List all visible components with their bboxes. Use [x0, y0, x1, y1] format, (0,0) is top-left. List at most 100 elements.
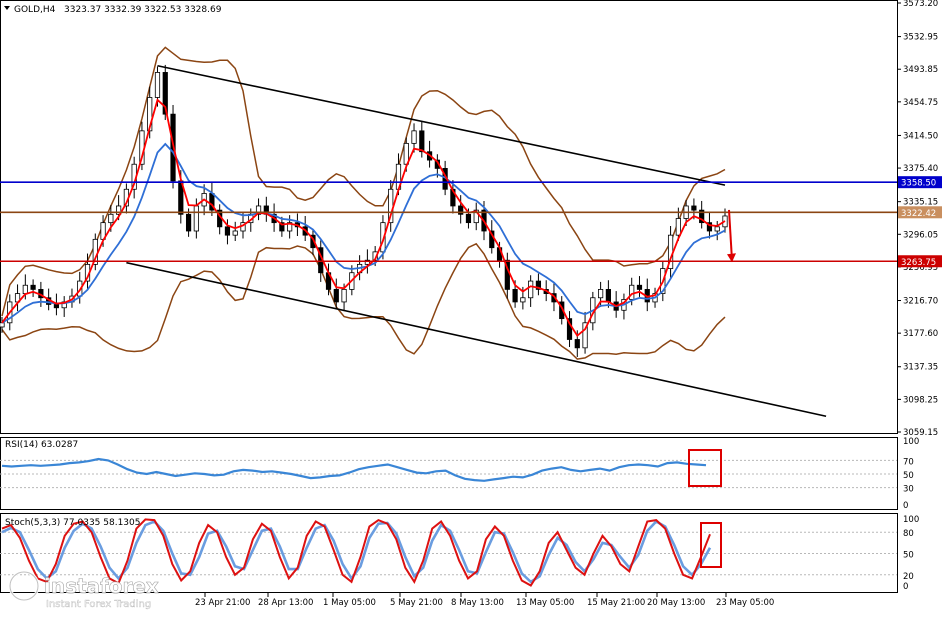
- rsi-axis-label: 30: [903, 485, 914, 495]
- candle-body: [333, 289, 339, 303]
- candle-body: [598, 289, 604, 299]
- rsi-axis-label: 0: [903, 501, 908, 511]
- moving-average-slow: [1, 142, 726, 324]
- candle-body: [287, 222, 293, 232]
- time-axis-label: 1 May 05:00: [323, 598, 376, 608]
- candle-body: [22, 284, 28, 294]
- stochastic-chart: 100 80 50 200: [0, 515, 919, 592]
- price-axis-label: 3296.05: [903, 230, 938, 240]
- candle-body: [0, 322, 5, 328]
- candle-body: [512, 289, 518, 303]
- rsi-highlight-box: [688, 449, 722, 487]
- rsi-title: RSI(14) 63.0287: [5, 440, 78, 450]
- price-axis-label: 3414.50: [903, 131, 938, 141]
- candle-body: [574, 339, 580, 349]
- rsi-axis-label: 70: [903, 457, 914, 467]
- price-axis-label: 3256.95: [903, 263, 938, 273]
- support-level-tag: [898, 255, 942, 268]
- price-axis-label: 3216.70: [903, 297, 938, 307]
- main-panel-frame: [0, 0, 898, 434]
- instaforex-watermark: instaforex Instant Forex Trading: [8, 570, 159, 610]
- candle-body: [535, 280, 542, 290]
- current-level-label: 3322.42: [901, 209, 936, 219]
- candle-body: [520, 297, 526, 303]
- channel-lower-line: [126, 261, 827, 418]
- candle-body: [30, 284, 36, 290]
- time-axis-label: 8 May 13:00: [451, 598, 504, 608]
- time-axis-label: 5 May 21:00: [390, 598, 443, 608]
- time-axis-label: 20 May 13:00: [647, 598, 705, 608]
- time-axis-label: 13 May 05:00: [516, 598, 574, 608]
- down-arrow-shaft: [728, 209, 733, 261]
- stoch-axis-label: 80: [903, 529, 914, 539]
- price-axis-label: 3137.35: [903, 363, 938, 373]
- price-axis-label: 3098.25: [903, 395, 938, 405]
- stoch-axis-label: 100: [903, 515, 919, 525]
- candle-body: [224, 226, 231, 236]
- price-axis-label: 3335.15: [903, 198, 938, 208]
- candle-body: [341, 289, 347, 303]
- candle-body: [53, 304, 60, 309]
- chart-header: GOLD,H4 3323.37 3332.39 3322.53 3328.69: [4, 5, 222, 15]
- candle-body: [691, 205, 697, 211]
- bollinger-lower-band: [1, 242, 726, 360]
- candle-body: [582, 322, 588, 349]
- bollinger-upper-band: [1, 46, 726, 317]
- price-axis-label: 3454.75: [903, 98, 938, 108]
- candle-body: [629, 284, 635, 300]
- candle-body: [255, 205, 262, 215]
- candle-body: [162, 72, 168, 115]
- candle-body: [605, 289, 611, 303]
- candle-body: [473, 209, 479, 224]
- stoch-highlight-box: [700, 522, 722, 568]
- candle-body: [714, 226, 720, 232]
- price-axis-label: 3573.20: [903, 0, 938, 9]
- stoch-axis-label: 50: [903, 551, 914, 561]
- resistance-level-tag: [898, 176, 942, 189]
- time-axis-label: 28 Apr 13:00: [258, 598, 313, 608]
- time-axis-label: 23 Apr 21:00: [195, 598, 250, 608]
- rsi-line: [1, 457, 707, 482]
- moving-average-fast: [1, 98, 726, 338]
- dropdown-triangle-icon[interactable]: [4, 6, 10, 10]
- candle-body: [193, 205, 199, 232]
- candle-body: [675, 218, 681, 236]
- current-level-tag: [898, 206, 942, 219]
- stoch-main-line: [1, 518, 711, 587]
- price-axis-label: 3493.85: [903, 65, 938, 75]
- candle-body: [458, 205, 464, 215]
- time-axis-label: 15 May 21:00: [587, 598, 645, 608]
- candle-body: [411, 130, 417, 144]
- channel-upper-line: [157, 64, 726, 186]
- candle-body: [185, 213, 192, 232]
- price-axis-label: 3375.40: [903, 164, 938, 174]
- candle-body: [528, 280, 534, 299]
- candle-body: [232, 230, 238, 236]
- candle-body: [364, 259, 370, 265]
- panel-frames: [0, 0, 898, 593]
- price-axis-label: 3177.60: [903, 329, 938, 339]
- price-axis-label: 3532.95: [903, 33, 938, 43]
- stoch-title: Stoch(5,3,3) 77.0335 58.1305: [5, 518, 140, 528]
- support-level-label: 3263.75: [901, 258, 936, 268]
- candle-body: [699, 209, 705, 224]
- resistance-level-label: 3358.50: [901, 179, 936, 189]
- stoch-axis-label: 20: [903, 572, 914, 582]
- rsi-chart: 100 70 50 30 0: [0, 437, 919, 511]
- candle-body: [154, 72, 161, 98]
- candle-body: [116, 205, 122, 215]
- candle-body: [636, 284, 643, 290]
- candle-body: [566, 318, 573, 340]
- instaforex-logo-ring-icon: [9, 571, 39, 601]
- candle-body: [465, 213, 472, 224]
- watermark-brand: instaforex: [44, 574, 159, 598]
- candle-body: [279, 222, 285, 232]
- down-arrow-icon: [727, 253, 736, 263]
- time-axis-label: 23 May 05:00: [716, 598, 774, 608]
- stoch-axis-label: 0: [903, 582, 908, 592]
- watermark-tagline: Instant Forex Trading: [46, 599, 151, 610]
- candle-body: [419, 130, 425, 153]
